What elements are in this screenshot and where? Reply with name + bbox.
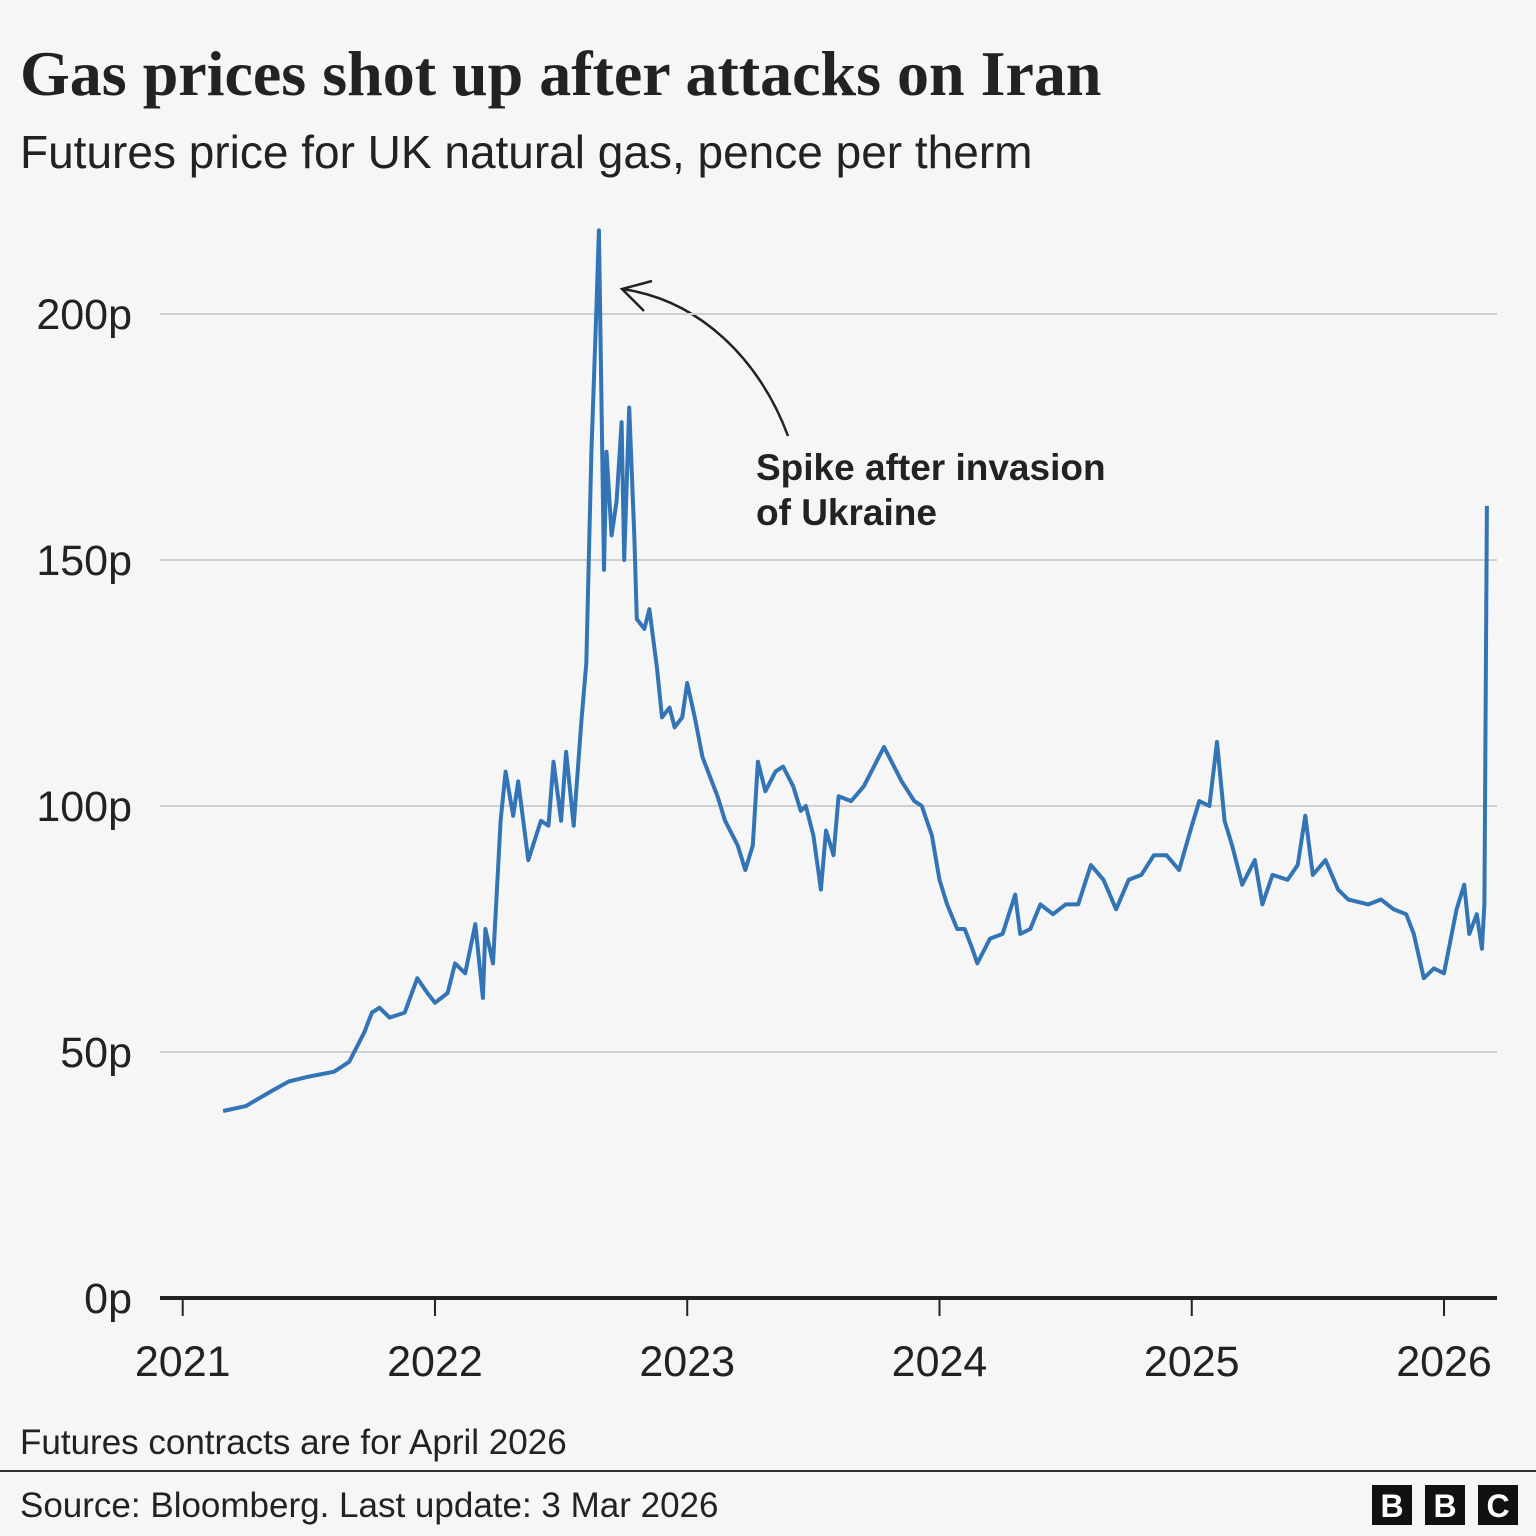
note: Futures contracts are for April 2026 xyxy=(20,1423,567,1462)
source: Source: Bloomberg. Last update: 3 Mar 20… xyxy=(20,1486,718,1525)
logo-box xyxy=(1478,1485,1518,1525)
logo-box xyxy=(1425,1485,1465,1525)
y-tick-label: 200p xyxy=(36,291,132,339)
chart-title: Gas prices shot up after attacks on Iran xyxy=(20,38,1102,109)
logo-letter: C xyxy=(1486,1488,1509,1524)
x-tick-label: 2024 xyxy=(892,1338,988,1386)
price-line xyxy=(222,228,1489,1113)
chart-subtitle: Futures price for UK natural gas, pence … xyxy=(20,126,1032,178)
y-tick-label: 50p xyxy=(60,1029,132,1077)
x-tick-label: 2021 xyxy=(135,1338,231,1386)
y-tick-label: 0p xyxy=(84,1275,132,1323)
y-tick-label: 150p xyxy=(36,537,132,585)
logo-letter: B xyxy=(1433,1488,1456,1524)
annotation: of Ukraine xyxy=(756,492,937,533)
bbc-logo: B B C xyxy=(1372,1485,1518,1525)
x-tick-label: 2025 xyxy=(1144,1338,1240,1386)
logo-box xyxy=(1372,1485,1412,1525)
annotation-arrow xyxy=(621,287,790,437)
x-tick-label: 2026 xyxy=(1396,1338,1492,1386)
arrow-head xyxy=(619,279,653,312)
annotation: Spike after invasion xyxy=(756,447,1106,488)
x-tick-label: 2023 xyxy=(639,1338,735,1386)
y-tick-label: 100p xyxy=(36,783,132,831)
x-tick-label: 2022 xyxy=(387,1338,483,1386)
logo-letter: B xyxy=(1380,1488,1403,1524)
